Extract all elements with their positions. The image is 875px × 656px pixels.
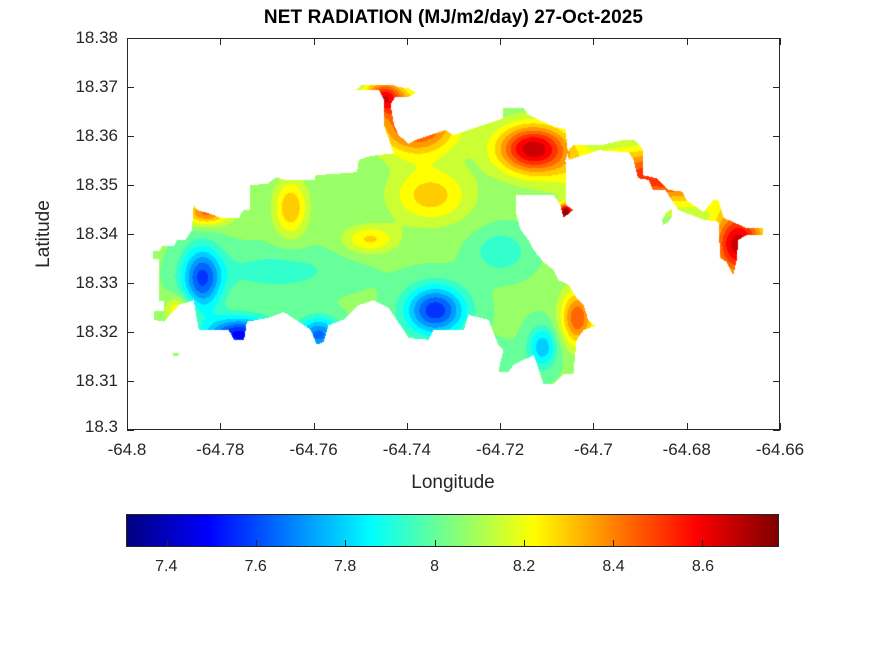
y-tick-mark-right bbox=[773, 38, 780, 39]
colorbar-tick-label: 7.6 bbox=[244, 558, 267, 575]
x-tick-label: -64.66 bbox=[755, 440, 805, 459]
x-tick-label: -64.7 bbox=[574, 440, 613, 459]
y-tick-label: 18.38 bbox=[75, 28, 118, 47]
y-tick-mark-left bbox=[127, 430, 134, 431]
x-tick-mark-bottom bbox=[127, 423, 128, 430]
x-tick-mark-top bbox=[313, 38, 315, 45]
colorbar-tick-mark bbox=[434, 540, 436, 546]
y-tick-label: 18.3 bbox=[84, 417, 118, 436]
y-tick-mark-right bbox=[773, 332, 780, 333]
y-tick-mark-left bbox=[127, 38, 134, 39]
y-tick-mark-left bbox=[127, 332, 134, 333]
colorbar-tick-mark bbox=[256, 540, 258, 546]
y-tick-mark-right bbox=[773, 234, 780, 235]
x-tick-mark-top bbox=[220, 38, 222, 45]
x-tick-label: -64.76 bbox=[289, 440, 338, 459]
x-tick-mark-top bbox=[127, 38, 128, 45]
colorbar bbox=[126, 514, 779, 547]
x-tick-mark-bottom bbox=[593, 423, 595, 430]
y-tick-mark-left bbox=[127, 136, 134, 137]
y-tick-mark-right bbox=[773, 136, 780, 137]
colorbar-tick-label: 7.8 bbox=[334, 558, 357, 575]
x-tick-label: -64.72 bbox=[476, 440, 525, 459]
x-tick-mark-top bbox=[780, 38, 781, 45]
x-tick-mark-bottom bbox=[313, 423, 315, 430]
x-axis-label: Longitude bbox=[411, 472, 495, 493]
x-tick-mark-bottom bbox=[500, 423, 502, 430]
x-tick-mark-bottom bbox=[220, 423, 222, 430]
y-tick-mark-left bbox=[127, 381, 134, 382]
x-tick-label: -64.78 bbox=[196, 440, 245, 459]
y-axis-label: Latitude bbox=[33, 200, 54, 268]
y-tick-mark-left bbox=[127, 283, 134, 284]
colorbar-tick-mark bbox=[345, 540, 347, 546]
y-tick-label: 18.37 bbox=[75, 77, 118, 96]
x-tick-mark-bottom bbox=[406, 423, 408, 430]
y-tick-mark-left bbox=[127, 185, 134, 186]
x-tick-label: -64.74 bbox=[382, 440, 431, 459]
y-tick-mark-right bbox=[773, 87, 780, 88]
x-tick-label: -64.68 bbox=[662, 440, 711, 459]
colorbar-tick-mark bbox=[167, 540, 169, 546]
y-tick-label: 18.31 bbox=[75, 371, 118, 390]
y-tick-mark-right bbox=[773, 430, 780, 431]
colorbar-tick-label: 8.6 bbox=[691, 558, 715, 575]
y-tick-mark-right bbox=[773, 283, 780, 284]
x-tick-label: -64.8 bbox=[107, 440, 147, 459]
y-tick-label: 18.33 bbox=[75, 273, 118, 292]
x-tick-mark-top bbox=[686, 38, 688, 45]
colorbar-tick-label: 8 bbox=[430, 558, 440, 575]
colorbar-gradient bbox=[127, 515, 778, 546]
colorbar-tick-label: 7.4 bbox=[155, 558, 178, 575]
colorbar-tick-label: 8.2 bbox=[512, 558, 536, 575]
x-tick-mark-top bbox=[406, 38, 408, 45]
y-tick-mark-right bbox=[773, 185, 780, 186]
y-tick-mark-right bbox=[773, 381, 780, 382]
colorbar-tick-mark bbox=[613, 540, 615, 546]
contour-map-plot bbox=[128, 39, 779, 429]
colorbar-tick-mark bbox=[702, 540, 704, 546]
y-tick-label: 18.36 bbox=[75, 126, 118, 145]
x-tick-mark-bottom bbox=[686, 423, 688, 430]
y-tick-mark-left bbox=[127, 87, 134, 88]
axes-frame bbox=[127, 38, 780, 430]
x-tick-mark-top bbox=[593, 38, 595, 45]
y-tick-mark-left bbox=[127, 234, 134, 235]
colorbar-tick-mark bbox=[523, 540, 525, 546]
colorbar-tick-label: 8.4 bbox=[602, 558, 625, 575]
x-tick-mark-top bbox=[500, 38, 502, 45]
x-tick-mark-bottom bbox=[780, 423, 781, 430]
y-tick-label: 18.35 bbox=[75, 175, 118, 194]
y-tick-label: 18.34 bbox=[75, 224, 118, 243]
chart-title: NET RADIATION (MJ/m2/day) 27-Oct-2025 bbox=[263, 7, 644, 28]
y-tick-label: 18.32 bbox=[75, 322, 118, 341]
